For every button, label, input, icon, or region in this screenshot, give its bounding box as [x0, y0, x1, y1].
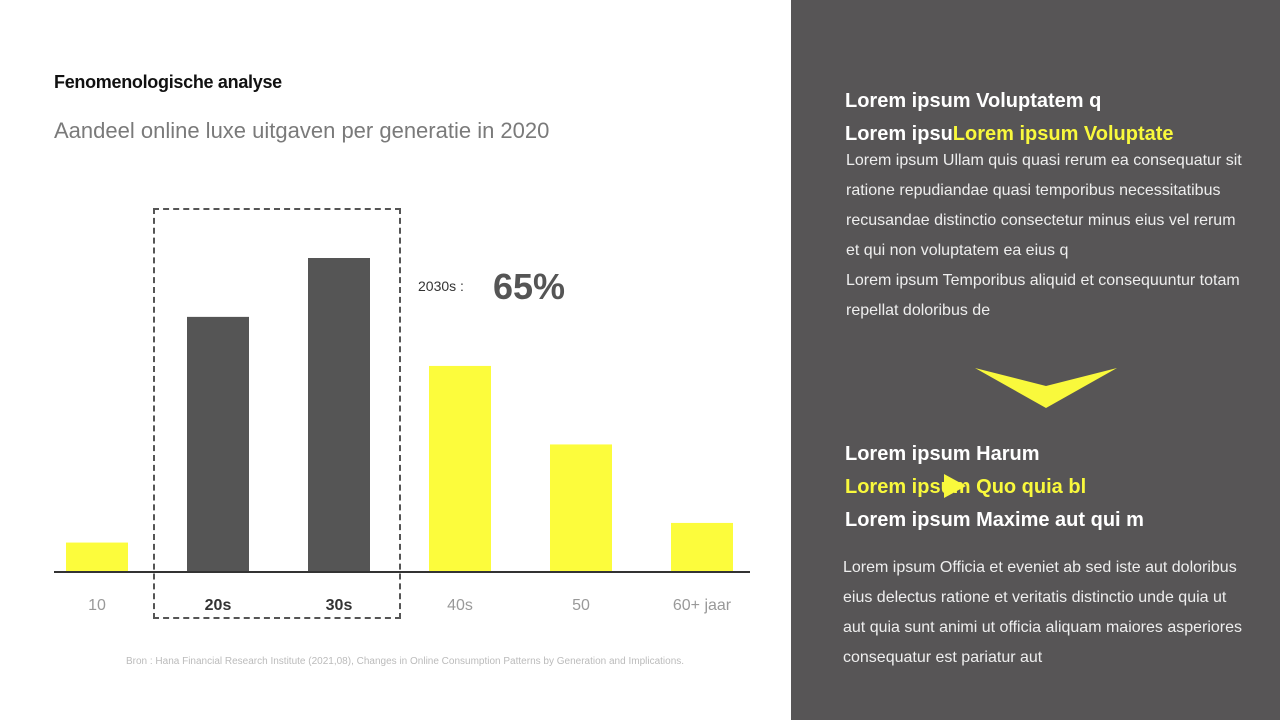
paragraph-1b-text: Lorem ipsum Temporibus aliquid et conseq… — [846, 272, 1240, 319]
slide-kicker: Fenomenologische analyse — [54, 72, 282, 92]
bar-20s — [187, 316, 249, 572]
bar-50 — [550, 444, 612, 572]
chevron-down-arrow-icon — [975, 368, 1117, 408]
x-tick-label: 10 — [88, 597, 106, 614]
source-note: Bron : Hana Financial Research Institute… — [125, 656, 685, 667]
bar-40s — [429, 365, 491, 572]
x-tick-label: 40s — [447, 597, 473, 614]
heading-1: Lorem ipsum Voluptatem q Lorem ipsuLorem… — [845, 85, 1174, 151]
chart-title: Aandeel online luxe uitgaven per generat… — [54, 118, 550, 143]
right-panel — [791, 0, 1280, 720]
heading-1-line-2-white: Lorem ipsu — [845, 123, 953, 145]
x-tick-label: 30s — [326, 597, 353, 614]
heading-1-line-2: Lorem ipsuLorem ipsum Voluptate — [845, 118, 1174, 151]
heading-2-line-3: Lorem ipsum Maxime aut qui m — [845, 509, 1144, 531]
callout-label: 2030s : — [418, 278, 464, 294]
x-tick-label: 60+ jaar — [673, 597, 732, 614]
bar-10 — [66, 542, 128, 572]
highlight-dashed-box — [153, 208, 401, 619]
paragraph-1-text: Lorem ipsum Ullam quis quasi rerum ea co… — [846, 152, 1242, 259]
heading-2: Lorem ipsum Harum Lorem ipsum Quo quia b… — [845, 438, 1144, 537]
paragraph-2: Lorem ipsum Officia et eveniet ab sed is… — [843, 559, 1243, 666]
bar-60-jaar — [671, 522, 733, 572]
heading-2-line-1: Lorem ipsum Harum — [845, 443, 1040, 465]
play-triangle-icon — [944, 474, 966, 498]
bar-30s — [308, 258, 370, 572]
heading-1-line-2-yellow: Lorem ipsum Voluptate — [952, 123, 1174, 145]
x-tick-label: 50 — [572, 597, 590, 614]
callout-value: 65% — [493, 266, 566, 307]
paragraph-1: Lorem ipsum Ullam quis quasi rerum ea co… — [846, 146, 1246, 326]
bar-chart: 10 20s 30s 40s 50 60+ jaar — [54, 258, 750, 614]
heading-1-line-1: Lorem ipsum Voluptatem q — [845, 90, 1102, 112]
x-tick-label: 20s — [205, 597, 232, 614]
heading-2-line-2: Lorem ipsum Quo quia bl — [845, 476, 1087, 498]
